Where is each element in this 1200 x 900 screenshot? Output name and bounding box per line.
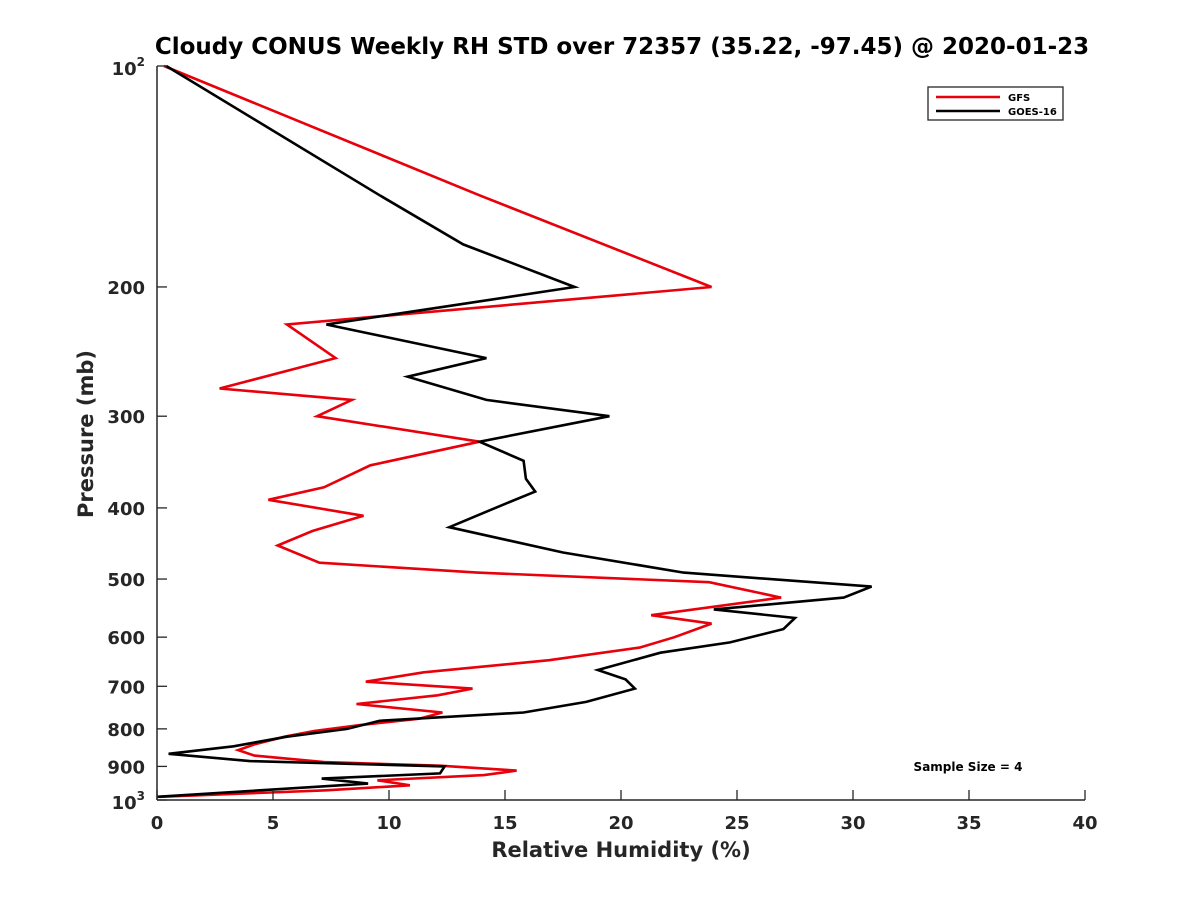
y-tick-label: 102 xyxy=(112,55,145,80)
legend-box xyxy=(927,86,1064,121)
y-tick-label: 900 xyxy=(107,757,145,778)
x-tick-label: 35 xyxy=(956,813,981,834)
y-tick-label: 800 xyxy=(107,720,145,741)
x-axis-label: Relative Humidity (%) xyxy=(491,838,750,862)
x-tick-label: 30 xyxy=(840,813,865,834)
y-tick-label: 600 xyxy=(107,628,145,649)
y-tick-label: 700 xyxy=(107,677,145,698)
y-tick-label: 103 xyxy=(112,789,145,814)
x-tick-label: 0 xyxy=(151,813,164,834)
y-tick-label: 500 xyxy=(107,570,145,591)
series-line-gfs xyxy=(159,64,782,799)
x-tick-label: 40 xyxy=(1072,813,1097,834)
x-tick-label: 20 xyxy=(608,813,633,834)
y-tick-label: 400 xyxy=(107,499,145,520)
series-line-goes-16 xyxy=(156,64,873,799)
y-tick-label: 300 xyxy=(107,407,145,428)
x-tick-label: 15 xyxy=(492,813,517,834)
y-tick-label: 200 xyxy=(107,278,145,299)
chart-title: Cloudy CONUS Weekly RH STD over 72357 (3… xyxy=(155,34,1089,60)
y-axis-label: Pressure (mb) xyxy=(74,350,98,518)
legend-label-goes-16: GOES-16 xyxy=(1008,107,1057,118)
plot-area: 0 5 10 15 20 25 30 35 40 102 200 300 400 500 600 700 800… xyxy=(107,55,1097,834)
sample-size-note: Sample Size = 4 xyxy=(914,760,1023,774)
x-tick-label: 10 xyxy=(376,813,401,834)
x-tick-label: 25 xyxy=(724,813,749,834)
legend-label-gfs: GFS xyxy=(1008,93,1030,104)
legend: GFS GOES-16 xyxy=(927,86,1064,121)
x-tick-label: 5 xyxy=(267,813,280,834)
